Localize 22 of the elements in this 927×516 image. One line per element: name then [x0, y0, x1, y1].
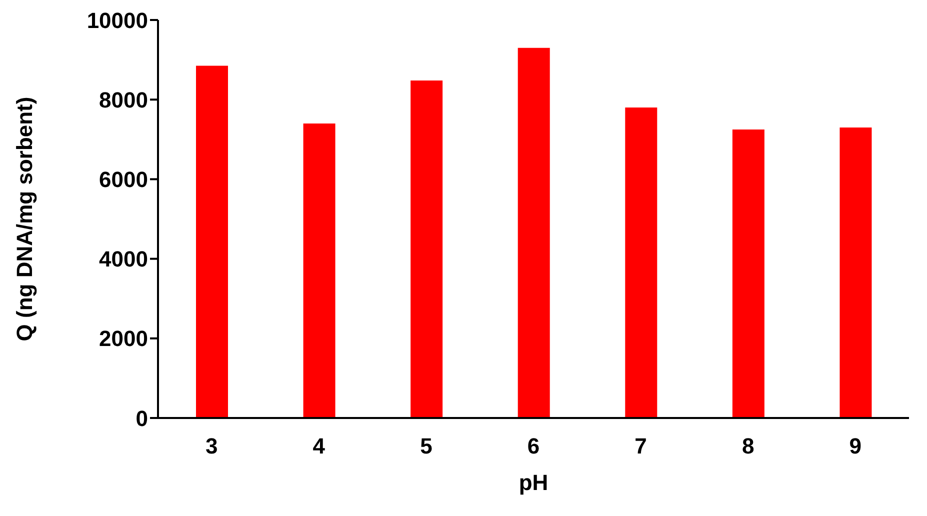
x-tick-label: 7 [634, 434, 647, 459]
y-tick-label: 0 [136, 406, 148, 431]
x-tick-label: 9 [849, 434, 862, 459]
bar [196, 66, 228, 418]
x-tick-label: 5 [420, 434, 432, 459]
x-tick-label: 8 [742, 434, 754, 459]
x-axis-title: pH [518, 470, 548, 495]
bar [840, 127, 872, 418]
x-tick-label: 6 [527, 434, 540, 459]
x-tick-label: 4 [312, 434, 326, 459]
y-tick-label: 8000 [99, 87, 148, 112]
bar [732, 129, 764, 418]
y-tick-label: 10000 [86, 8, 148, 33]
bar [410, 80, 443, 418]
bar [625, 108, 658, 418]
y-axis-title: Q (ng DNA/mg sorbent) [12, 96, 37, 342]
y-tick-label: 4000 [99, 246, 148, 272]
bar [303, 123, 336, 418]
bar [518, 48, 550, 418]
y-tick-label: 2000 [99, 326, 148, 352]
y-tick-label: 6000 [99, 167, 148, 192]
x-tick-label: 3 [206, 434, 218, 459]
